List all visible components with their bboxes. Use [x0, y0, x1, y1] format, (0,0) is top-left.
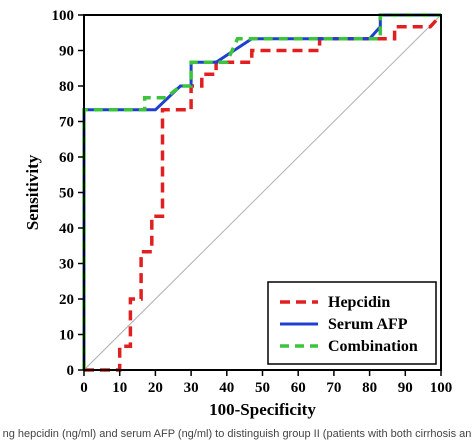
reference-diagonal-line [83, 14, 442, 371]
series-line-combination [82, 13, 441, 370]
y-tick-label: 30 [59, 257, 74, 273]
x-tick-label: 0 [80, 380, 88, 396]
x-tick-label: 10 [112, 380, 127, 396]
series-layer [82, 13, 443, 372]
y-tick-label: 0 [67, 363, 75, 379]
legend: Hepcidin Serum AFP Combination [267, 281, 437, 365]
y-tick-label: 20 [59, 292, 74, 308]
x-tick-label: 100 [430, 380, 453, 396]
legend-label: Hepcidin [328, 294, 390, 311]
legend-label: Combination [328, 338, 418, 355]
x-tick-label: 40 [219, 380, 234, 396]
y-tick-label: 80 [59, 79, 74, 95]
y-tick-label: 60 [59, 150, 74, 166]
x-tick-label: 20 [148, 380, 163, 396]
y-tick-label: 10 [59, 328, 74, 344]
y-tick-label: 70 [59, 115, 74, 131]
roc-chart: 0 10 20 30 40 50 60 70 80 90 100 0 10 20 30 40 50 60 70 80 9… [23, 8, 453, 419]
y-tick-label: 90 [59, 44, 74, 60]
x-tick-label: 80 [362, 380, 377, 396]
x-tick-label: 50 [255, 380, 270, 396]
legend-label: Serum AFP [328, 316, 408, 333]
x-tick-label: 30 [184, 380, 199, 396]
x-axis-title: 100-Specificity [209, 400, 316, 419]
y-tick-label: 50 [59, 186, 74, 202]
x-tick-label: 70 [326, 380, 341, 396]
reference-diagonal-layer [83, 14, 442, 371]
x-tick-label: 90 [398, 380, 413, 396]
x-tick-label: 60 [291, 380, 306, 396]
figure-caption: ng hepcidin (ng/ml) and serum AFP (ng/ml… [2, 428, 472, 440]
ticks-layer: 0 10 20 30 40 50 60 70 80 90 100 0 10 20 30 40 50 60 70 80 9… [52, 8, 453, 396]
y-tick-label: 100 [52, 8, 75, 24]
y-axis-title: Sensitivity [23, 154, 42, 230]
y-tick-label: 40 [59, 221, 74, 237]
